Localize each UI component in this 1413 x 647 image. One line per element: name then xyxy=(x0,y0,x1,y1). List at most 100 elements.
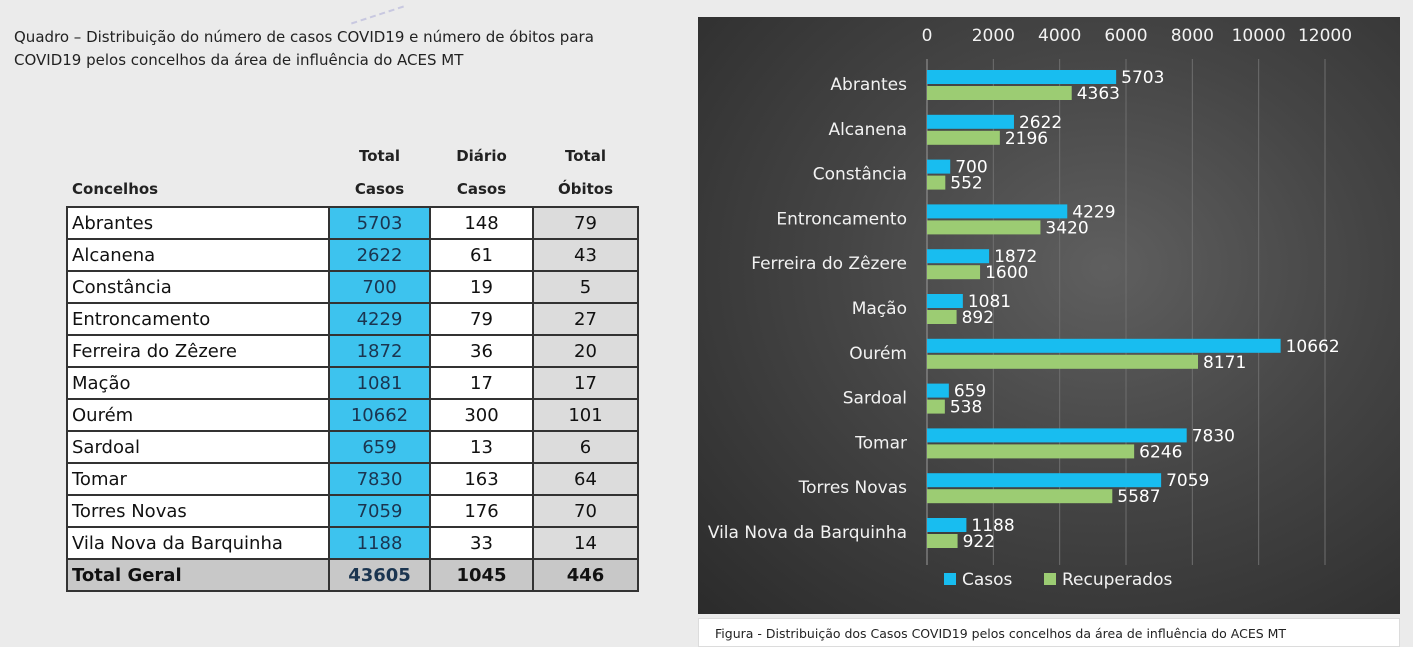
total-obitos-cell: 20 xyxy=(532,334,639,368)
total-casos-cell: 7059 xyxy=(328,494,431,528)
total-obitos-cell: 5 xyxy=(532,270,639,304)
data-label-casos: 700 xyxy=(955,158,987,178)
decorative-dashed-line xyxy=(351,5,404,25)
total-obitos-cell: 17 xyxy=(532,366,639,400)
diario-casos-cell: 17 xyxy=(429,366,534,400)
category-label: Constância xyxy=(813,165,907,185)
x-tick-label: 4000 xyxy=(1038,26,1081,46)
bar-casos xyxy=(927,473,1162,488)
data-label-recuperados: 5587 xyxy=(1117,487,1160,507)
concelho-cell: Total Geral xyxy=(66,558,330,592)
total-casos-cell: 2622 xyxy=(328,238,431,272)
data-label-casos: 1872 xyxy=(994,247,1037,267)
bar-casos xyxy=(927,249,990,264)
total-obitos-cell: 64 xyxy=(532,462,639,496)
table-row: Sardoal 659 13 6 xyxy=(66,430,639,464)
header-diario-casos-line2: Casos xyxy=(456,180,507,198)
concelho-cell: Mação xyxy=(66,366,330,400)
bar-casos xyxy=(927,70,1117,84)
data-label-casos: 659 xyxy=(954,382,986,402)
total-casos-cell: 43605 xyxy=(328,558,431,592)
bar-casos xyxy=(927,159,951,174)
data-label-casos: 7059 xyxy=(1166,471,1209,491)
x-tick-label: 12000 xyxy=(1298,26,1352,46)
diario-casos-cell: 61 xyxy=(429,238,534,272)
bar-recuperados xyxy=(927,265,981,280)
concelho-cell: Tomar xyxy=(66,462,330,496)
header-total-obitos-line1: Total xyxy=(565,147,606,165)
concelho-cell: Alcanena xyxy=(66,238,330,272)
category-label: Torres Novas xyxy=(798,478,908,498)
data-label-casos: 7830 xyxy=(1192,426,1235,446)
concelho-cell: Abrantes xyxy=(66,206,330,240)
data-label-recuperados: 922 xyxy=(963,532,995,552)
diario-casos-cell: 1045 xyxy=(429,558,534,592)
bar-casos xyxy=(927,204,1068,219)
total-casos-cell: 5703 xyxy=(328,206,431,240)
cases-table: Total Diário Total Concelhos Casos Casos… xyxy=(66,140,639,592)
concelho-cell: Torres Novas xyxy=(66,494,330,528)
diario-casos-cell: 13 xyxy=(429,430,534,464)
total-casos-cell: 700 xyxy=(328,270,431,304)
concelho-cell: Entroncamento xyxy=(66,302,330,336)
data-label-casos: 2622 xyxy=(1019,113,1062,133)
total-obitos-cell: 79 xyxy=(532,206,639,240)
total-obitos-cell: 446 xyxy=(532,558,639,592)
x-tick-label: 0 xyxy=(922,26,933,46)
diario-casos-cell: 148 xyxy=(429,206,534,240)
table-row: Alcanena 2622 61 43 xyxy=(66,238,639,272)
bar-recuperados xyxy=(927,489,1113,504)
bar-recuperados xyxy=(927,86,1072,100)
category-label: Entroncamento xyxy=(776,209,907,229)
total-obitos-cell: 27 xyxy=(532,302,639,336)
bar-casos xyxy=(927,383,949,398)
header-concelhos: Concelhos xyxy=(72,180,159,198)
total-obitos-cell: 43 xyxy=(532,238,639,272)
category-label: Ferreira do Zêzere xyxy=(751,254,907,274)
table-row: Constância 700 19 5 xyxy=(66,270,639,304)
bar-recuperados xyxy=(927,444,1135,459)
total-obitos-cell: 14 xyxy=(532,526,639,560)
bar-casos xyxy=(927,114,1014,129)
bar-casos xyxy=(927,338,1281,353)
header-total-casos-line1: Total xyxy=(359,147,400,165)
total-casos-cell: 659 xyxy=(328,430,431,464)
bar-recuperados xyxy=(927,534,958,548)
total-obitos-cell: 101 xyxy=(532,398,639,432)
data-label-recuperados: 6246 xyxy=(1139,442,1182,462)
data-label-casos: 1081 xyxy=(968,292,1011,312)
category-label: Vila Nova da Barquinha xyxy=(708,523,907,543)
diario-casos-cell: 79 xyxy=(429,302,534,336)
table-title-line-2: COVID19 pelos concelhos da área de influ… xyxy=(14,51,464,69)
legend-swatch-casos xyxy=(944,573,956,585)
data-label-recuperados: 552 xyxy=(950,174,982,194)
chart-panel: 0 2000 4000 6000 8000 10000 12000 Abrantes 5703 4… xyxy=(698,17,1400,614)
x-tick-label: 8000 xyxy=(1171,26,1214,46)
x-tick-label: 6000 xyxy=(1104,26,1147,46)
bar-recuperados xyxy=(927,220,1041,235)
concelho-cell: Ferreira do Zêzere xyxy=(66,334,330,368)
legend-label-recuperados: Recuperados xyxy=(1062,570,1172,590)
category-label: Tomar xyxy=(854,433,907,453)
concelho-cell: Constância xyxy=(66,270,330,304)
total-casos-cell: 1188 xyxy=(328,526,431,560)
header-total-obitos-line2: Óbitos xyxy=(557,180,614,198)
table-row: Torres Novas 7059 176 70 xyxy=(66,494,639,528)
diario-casos-cell: 33 xyxy=(429,526,534,560)
total-obitos-cell: 70 xyxy=(532,494,639,528)
table-row: Vila Nova da Barquinha 1188 33 14 xyxy=(66,526,639,560)
diario-casos-cell: 19 xyxy=(429,270,534,304)
bar-recuperados xyxy=(927,354,1199,369)
bar-recuperados xyxy=(927,310,957,324)
table-row: Tomar 7830 163 64 xyxy=(66,462,639,496)
table-row: Ourém 10662 300 101 xyxy=(66,398,639,432)
bar-casos xyxy=(927,518,967,532)
table-row: Ferreira do Zêzere 1872 36 20 xyxy=(66,334,639,368)
diario-casos-cell: 176 xyxy=(429,494,534,528)
x-tick-label: 2000 xyxy=(972,26,1015,46)
category-label: Ourém xyxy=(849,344,907,364)
data-label-recuperados: 1600 xyxy=(985,263,1028,283)
category-label: Mação xyxy=(852,299,907,319)
data-label-recuperados: 538 xyxy=(950,398,982,418)
